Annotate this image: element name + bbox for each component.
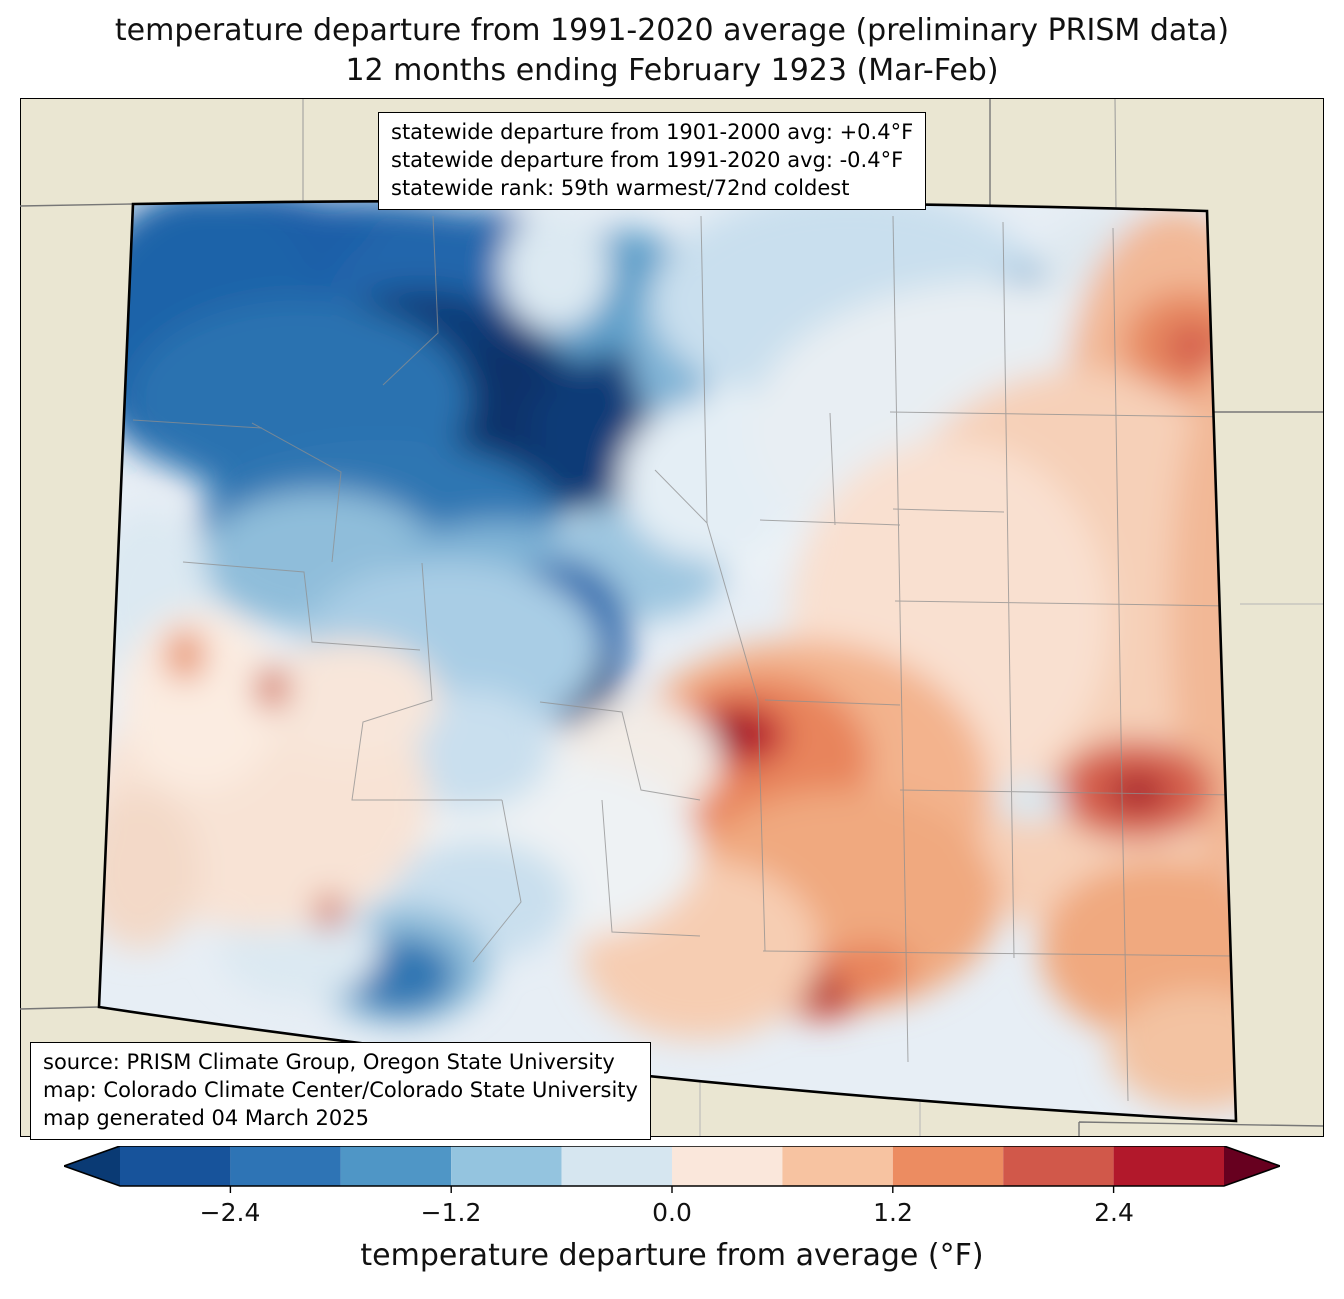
colorbar-segment [892,1146,1004,1186]
colorbar-segment [340,1146,452,1186]
figure-title-line-1: temperature departure from 1991-2020 ave… [114,13,1230,48]
generated-date-line: map generated 04 March 2025 [43,1106,370,1130]
colorbar-segment [561,1146,672,1186]
colorbar-tick-label: 1.2 [873,1198,913,1227]
statewide-stats-box: statewide departure from 1901-2000 avg: … [378,112,927,210]
colorbar-tick-label: 2.4 [1094,1198,1134,1227]
colorbar-segment [782,1146,893,1186]
stat-departure-1901-2000: statewide departure from 1901-2000 avg: … [391,120,914,144]
source-attribution-box: source: PRISM Climate Group, Oregon Stat… [30,1042,651,1140]
stat-rank: statewide rank: 59th warmest/72nd coldes… [391,176,850,200]
colorbar-axis-label: temperature departure from average (°F) [360,1238,984,1273]
map-credit-line: map: Colorado Climate Center/Colorado St… [43,1078,638,1102]
colorbar-tick-label: −1.2 [420,1198,482,1227]
colorbar-left-arrow [64,1146,120,1186]
colorbar-tick-label: −2.4 [199,1198,261,1227]
figure-title-line-2: 12 months ending February 1923 (Mar-Feb) [345,53,999,88]
colorbar-segment [672,1146,783,1186]
colorbar-tick-label: 0.0 [652,1198,692,1227]
colorbar [64,1146,1280,1193]
colorbar-segment [120,1146,231,1186]
colorbar-tick-marks [229,1186,1115,1193]
county-lines [132,215,1236,1102]
colorbar-outline [64,1146,1280,1187]
colorbar-segment [1113,1146,1224,1186]
colorbar-segment [230,1146,341,1186]
contour-field [99,201,1236,1121]
colorbar-right-arrow [1224,1146,1280,1186]
map-canvas [20,98,1324,1136]
source-line: source: PRISM Climate Group, Oregon Stat… [43,1050,615,1074]
stat-departure-1991-2020: statewide departure from 1991-2020 avg: … [391,148,904,172]
colorbar-segment [451,1146,562,1186]
colorbar-segment [1003,1146,1114,1186]
